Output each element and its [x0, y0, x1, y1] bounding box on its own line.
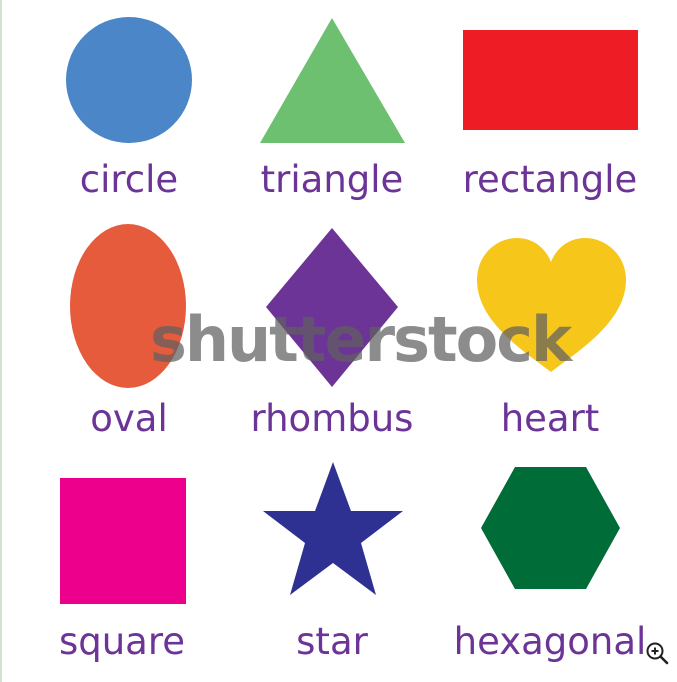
hexagonal-label: hexagonal [453, 620, 647, 663]
heart-shape [477, 238, 626, 372]
square-label: square [58, 620, 186, 663]
triangle-shape [260, 18, 405, 143]
rectangle-label: rectangle [462, 158, 638, 201]
triangle-label: triangle [260, 158, 404, 201]
star-label: star [296, 620, 368, 663]
oval-shape [70, 224, 186, 388]
oval-label: oval [90, 397, 168, 440]
rhombus-label: rhombus [250, 397, 414, 440]
heart-label: heart [500, 397, 600, 440]
rhombus-shape [266, 228, 398, 387]
edge-line [0, 0, 2, 682]
rectangle-shape [463, 30, 638, 130]
circle-shape [66, 17, 192, 143]
zoom-button[interactable] [644, 640, 670, 666]
zoom-in-icon [646, 642, 669, 665]
circle-label: circle [79, 158, 179, 201]
hexagonal-shape [481, 467, 620, 589]
square-shape [60, 478, 186, 604]
star-shape [263, 462, 403, 595]
